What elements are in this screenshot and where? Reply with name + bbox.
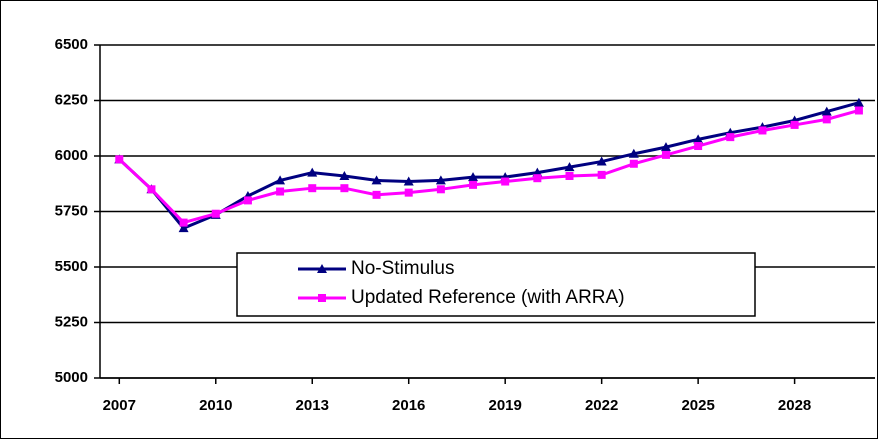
point [694,142,703,151]
x-tick-label: 2007 [103,397,136,414]
y-tick-label: 5250 [55,313,88,330]
y-tick-label: 5500 [55,258,88,275]
point [469,180,478,189]
point [821,106,832,116]
point [533,174,542,183]
point [147,185,156,194]
point [243,196,252,205]
y-tick-label: 5750 [55,202,88,219]
point [339,170,350,180]
legend-box [236,252,756,317]
point [790,120,799,129]
point [403,176,414,186]
point [275,175,286,185]
point [404,188,413,197]
point [178,223,189,233]
x-tick-label: 2019 [488,397,521,414]
legend-label: No-Stimulus [351,258,454,279]
point [308,184,317,193]
x-tick-label: 2028 [778,397,811,414]
point [597,170,606,179]
point [371,175,382,185]
y-tick-label: 6500 [55,36,88,53]
legend-label: Updated Reference (with ARRA) [351,287,625,308]
point [501,177,510,186]
point [468,172,479,182]
point [660,142,671,152]
y-tick-label: 5000 [55,369,88,386]
y-tick-label: 6000 [55,147,88,164]
point [629,159,638,168]
x-tick-label: 2010 [199,397,232,414]
legend-marker [317,264,327,273]
point [661,150,670,159]
point [758,126,767,135]
point [372,190,381,199]
point [726,133,735,142]
x-tick-label: 2025 [681,397,714,414]
point [179,218,188,227]
point [436,185,445,194]
point [564,162,575,172]
x-tick-label: 2022 [585,397,618,414]
series-line [118,101,860,230]
point [628,148,639,158]
point [693,134,704,144]
point [854,106,863,115]
point [853,97,864,107]
point [596,156,607,166]
point [276,187,285,196]
x-tick-label: 2016 [392,397,425,414]
point [211,209,220,218]
point [307,167,318,177]
x-tick-label: 2013 [296,397,329,414]
y-tick-label: 6250 [55,91,88,108]
series-line [118,109,860,225]
legend-marker [318,294,326,302]
point [340,184,349,193]
point [565,171,574,180]
point [822,115,831,124]
point [435,175,446,185]
point [115,155,124,164]
legend: No-Stimulus Updated Reference (with ARRA) [236,252,756,317]
